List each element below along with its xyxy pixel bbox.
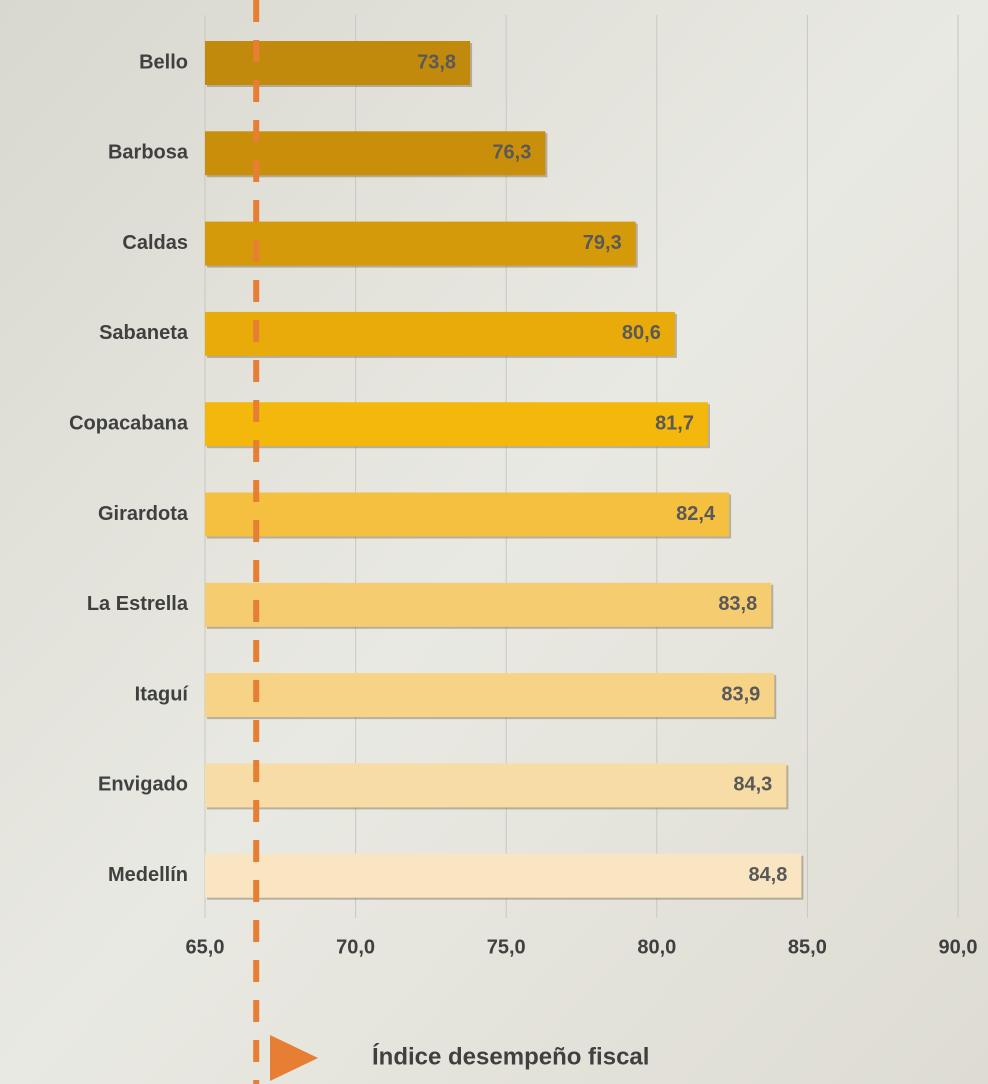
bar xyxy=(205,763,787,808)
y-tick-label: Barbosa xyxy=(108,142,189,164)
legend-label: Índice desempeño fiscal xyxy=(372,1042,649,1070)
x-tick-label: 70,0 xyxy=(336,936,375,958)
value-label: 84,8 xyxy=(748,864,787,886)
y-tick-label: Sabaneta xyxy=(99,322,189,344)
bar xyxy=(205,131,546,176)
bar xyxy=(205,492,730,537)
value-label: 82,4 xyxy=(676,503,716,525)
x-tick-label: 65,0 xyxy=(186,936,225,958)
y-tick-label: Itaguí xyxy=(135,683,190,705)
value-label: 73,8 xyxy=(417,51,456,73)
bars: 73,8 76,3 79,3 80,6 81,7 82,4 83,8 83,9 84,3 84,8 xyxy=(205,41,804,900)
x-tick-label: 75,0 xyxy=(487,936,526,958)
y-tick-label: Medellín xyxy=(108,864,188,886)
bar xyxy=(205,673,775,718)
value-label: 84,3 xyxy=(733,774,772,796)
x-tick-label: 90,0 xyxy=(939,936,978,958)
x-tick-label: 80,0 xyxy=(637,936,676,958)
y-tick-label: La Estrella xyxy=(87,593,189,615)
bar xyxy=(205,582,772,627)
y-tick-label: Girardota xyxy=(98,503,189,525)
bar xyxy=(205,853,802,898)
bar xyxy=(205,402,709,447)
value-label: 79,3 xyxy=(583,232,622,254)
value-label: 80,6 xyxy=(622,322,661,344)
y-tick-label: Envigado xyxy=(98,774,188,796)
value-label: 83,9 xyxy=(721,683,760,705)
bar xyxy=(205,311,675,356)
bar xyxy=(205,221,636,266)
legend-marker xyxy=(270,1035,318,1081)
value-label: 83,8 xyxy=(718,593,757,615)
y-tick-label: Caldas xyxy=(122,232,188,254)
value-label: 76,3 xyxy=(492,142,531,164)
y-tick-label: Bello xyxy=(139,51,188,73)
value-label: 81,7 xyxy=(655,412,694,434)
x-tick-label: 85,0 xyxy=(788,936,827,958)
bar xyxy=(205,41,471,85)
y-tick-label: Copacabana xyxy=(69,412,189,434)
